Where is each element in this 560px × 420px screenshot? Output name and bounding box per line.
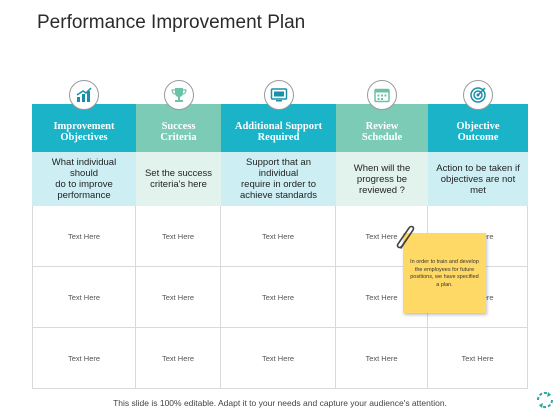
column-description: When will the progress be reviewed ? xyxy=(336,152,428,206)
sticky-note: In order to train and develop the employ… xyxy=(403,233,486,313)
table-cell: Text Here xyxy=(221,267,336,327)
monitor-icon xyxy=(263,80,294,110)
description-row: What individual should do to improve per… xyxy=(32,152,528,206)
paper-clip-icon xyxy=(396,225,415,249)
body-rows: Text Here Text Here Text Here Text Here Text… xyxy=(32,206,528,389)
table-cell: Text Here xyxy=(136,206,221,266)
trophy-icon xyxy=(163,80,194,110)
column-description: Support that an individual require in or… xyxy=(221,152,336,206)
table-cell: Text Here xyxy=(32,328,136,388)
table-cell: Text Here xyxy=(336,328,428,388)
icon-row xyxy=(32,80,528,110)
column-header: Success Criteria xyxy=(136,104,221,152)
column-header: Additional Support Required xyxy=(221,104,336,152)
table-cell: Text Here xyxy=(221,328,336,388)
table-cell: Text Here xyxy=(32,206,136,266)
column-header: Review Schedule xyxy=(336,104,428,152)
table-cell: Text Here xyxy=(221,206,336,266)
slide-title: Performance Improvement Plan xyxy=(37,12,306,33)
growth-chart-icon xyxy=(69,80,99,110)
table-cell: Text Here xyxy=(136,267,221,327)
calendar-icon xyxy=(367,80,397,110)
table-cell: Text Here xyxy=(32,267,136,327)
header-row: Improvement Objectives Success Criteria Ad… xyxy=(32,104,528,152)
column-description: What individual should do to improve per… xyxy=(32,152,136,206)
plan-table: Improvement Objectives Success Criteria Ad… xyxy=(32,80,528,389)
column-description: Set the success criteria's here xyxy=(136,152,221,206)
column-header: Improvement Objectives xyxy=(32,104,136,152)
table-cell: Text Here xyxy=(428,328,528,388)
refresh-icon[interactable] xyxy=(534,389,556,411)
column-header: Objective Outcome xyxy=(428,104,528,152)
target-icon xyxy=(463,80,493,110)
footer-text: This slide is 100% editable. Adapt it to… xyxy=(113,398,447,408)
table-cell: Text Here xyxy=(136,328,221,388)
column-description: Action to be taken if objectives are not… xyxy=(428,152,528,206)
